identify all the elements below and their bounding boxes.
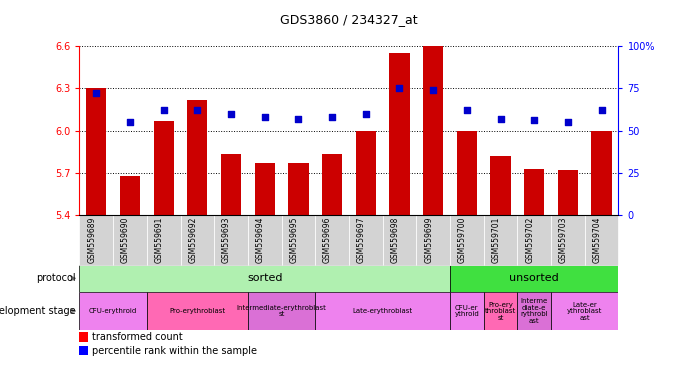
- Bar: [187, 99, 207, 215]
- Text: GSM559704: GSM559704: [593, 217, 602, 263]
- Point: [259, 114, 270, 120]
- Text: Intermediate-erythroblast
st: Intermediate-erythroblast st: [236, 305, 327, 317]
- Bar: [79, 265, 450, 292]
- Text: Pro-ery
throblast
st: Pro-ery throblast st: [485, 301, 516, 321]
- Text: transformed count: transformed count: [92, 332, 182, 342]
- Bar: [524, 169, 545, 215]
- Text: GSM559694: GSM559694: [256, 217, 265, 263]
- Text: GDS3860 / 234327_at: GDS3860 / 234327_at: [280, 13, 418, 26]
- Bar: [288, 163, 308, 215]
- Text: Late-erythroblast: Late-erythroblast: [352, 308, 413, 314]
- Point: [562, 119, 574, 125]
- Text: Late-er
ythroblast
ast: Late-er ythroblast ast: [567, 301, 603, 321]
- Bar: [254, 163, 275, 215]
- Text: protocol: protocol: [37, 273, 76, 283]
- Text: CFU-er
ythroid: CFU-er ythroid: [455, 305, 480, 317]
- Point: [360, 111, 371, 117]
- Text: GSM559690: GSM559690: [121, 217, 130, 263]
- Text: GSM559703: GSM559703: [559, 217, 568, 263]
- Text: development stage: development stage: [0, 306, 76, 316]
- Bar: [484, 292, 518, 330]
- Text: GSM559693: GSM559693: [222, 217, 231, 263]
- Bar: [558, 170, 578, 215]
- Bar: [153, 121, 173, 215]
- Text: GSM559699: GSM559699: [424, 217, 433, 263]
- Point: [462, 107, 473, 113]
- Bar: [120, 175, 140, 215]
- Text: GSM559698: GSM559698: [390, 217, 399, 263]
- Point: [91, 90, 102, 96]
- Bar: [248, 292, 315, 330]
- Text: GSM559701: GSM559701: [491, 217, 500, 263]
- Text: CFU-erythroid: CFU-erythroid: [89, 308, 138, 314]
- Bar: [450, 265, 618, 292]
- Bar: [423, 46, 443, 215]
- Text: Interme
diate-e
rythrobl
ast: Interme diate-e rythrobl ast: [520, 298, 548, 324]
- Bar: [315, 292, 450, 330]
- Bar: [591, 131, 612, 215]
- Point: [428, 87, 439, 93]
- Bar: [518, 292, 551, 330]
- Text: GSM559696: GSM559696: [323, 217, 332, 263]
- Text: GSM559689: GSM559689: [87, 217, 96, 263]
- Text: GSM559702: GSM559702: [525, 217, 534, 263]
- Point: [124, 119, 135, 125]
- Text: Pro-erythroblast: Pro-erythroblast: [169, 308, 225, 314]
- Bar: [457, 131, 477, 215]
- Bar: [551, 292, 618, 330]
- Point: [495, 116, 506, 122]
- Point: [529, 118, 540, 124]
- Point: [394, 85, 405, 91]
- Point: [293, 116, 304, 122]
- Point: [158, 107, 169, 113]
- Text: GSM559691: GSM559691: [155, 217, 164, 263]
- Point: [596, 107, 607, 113]
- Bar: [79, 292, 146, 330]
- Text: GSM559695: GSM559695: [290, 217, 299, 263]
- Bar: [221, 154, 241, 215]
- Bar: [389, 53, 410, 215]
- Text: percentile rank within the sample: percentile rank within the sample: [92, 346, 257, 356]
- Point: [327, 114, 338, 120]
- Text: GSM559700: GSM559700: [458, 217, 467, 263]
- Text: GSM559697: GSM559697: [357, 217, 366, 263]
- Point: [225, 111, 236, 117]
- Point: [192, 107, 203, 113]
- Text: GSM559692: GSM559692: [189, 217, 198, 263]
- Bar: [322, 154, 342, 215]
- Text: unsorted: unsorted: [509, 273, 559, 283]
- Text: sorted: sorted: [247, 273, 283, 283]
- Bar: [450, 292, 484, 330]
- Bar: [356, 131, 376, 215]
- Bar: [491, 156, 511, 215]
- Bar: [146, 292, 248, 330]
- Bar: [86, 88, 106, 215]
